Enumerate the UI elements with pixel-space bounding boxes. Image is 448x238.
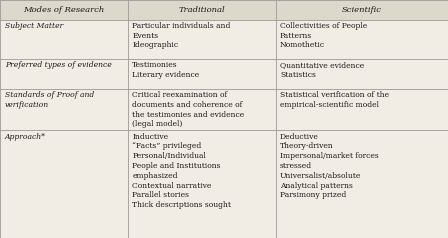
Text: Collectivities of People
Patterns
Nomothetic: Collectivities of People Patterns Nomoth… xyxy=(280,22,367,50)
Text: Modes of Research: Modes of Research xyxy=(23,6,105,14)
Bar xyxy=(0,0,448,20)
Text: Scientific: Scientific xyxy=(341,6,382,14)
Text: Preferred types of evidence: Preferred types of evidence xyxy=(5,61,112,69)
Text: Subject Matter: Subject Matter xyxy=(5,22,63,30)
Text: Statistical verification of the
empirical-scientific model: Statistical verification of the empirica… xyxy=(280,91,389,109)
Text: Inductive
“Facts” privileged
Personal/Individual
People and Institutions
emphasi: Inductive “Facts” privileged Personal/In… xyxy=(132,133,231,209)
Text: Traditional: Traditional xyxy=(178,6,225,14)
Text: Critical reexamination of
documents and coherence of
the testimonies and evidenc: Critical reexamination of documents and … xyxy=(132,91,245,128)
Text: Quantitative evidence
Statistics: Quantitative evidence Statistics xyxy=(280,61,364,79)
Text: Deductive
Theory-driven
Impersonal/market forces
stressed
Universalist/absolute
: Deductive Theory-driven Impersonal/marke… xyxy=(280,133,379,199)
Text: Particular individuals and
Events
Ideographic: Particular individuals and Events Ideogr… xyxy=(132,22,231,50)
Text: Approach*: Approach* xyxy=(5,133,46,141)
Text: Testimonies
Literary evidence: Testimonies Literary evidence xyxy=(132,61,199,79)
Text: Standards of Proof and
verification: Standards of Proof and verification xyxy=(5,91,94,109)
